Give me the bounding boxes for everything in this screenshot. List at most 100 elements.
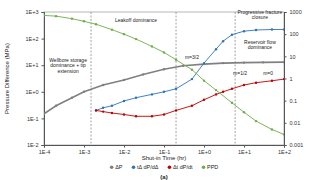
- series-point: [111, 105, 113, 107]
- tick: 1E+0: [198, 145, 211, 155]
- series-point: [111, 112, 113, 114]
- tick-mark: [42, 118, 45, 119]
- legend-marker: [168, 165, 172, 169]
- series-point: [135, 97, 137, 99]
- chart: 1E-4 1E-3 1E-2 1E-1 1E+0 1E+1 1E+2 1E-2 1E-1 1E+0…: [0, 0, 320, 180]
- series-point: [102, 84, 104, 86]
- series-point: [243, 30, 245, 32]
- series-point: [151, 93, 153, 95]
- series-point: [231, 88, 233, 90]
- series-point: [222, 62, 224, 64]
- tick-label: 0.01: [290, 120, 301, 126]
- tick-mark: [284, 101, 287, 102]
- series-point: [262, 61, 264, 63]
- tick-mark: [284, 123, 287, 124]
- series-line: [96, 29, 284, 110]
- tick: 1E+1: [26, 62, 45, 68]
- tick-label: 1E-3: [79, 149, 91, 155]
- tick-label: 1E+2: [278, 149, 291, 155]
- series-point: [95, 23, 97, 25]
- series-point: [123, 100, 125, 102]
- tick-mark: [284, 56, 287, 57]
- tick-label: 1E+0: [26, 89, 39, 95]
- tick: 1E+1: [238, 145, 251, 155]
- tick-label: 1E+0: [198, 149, 211, 155]
- series-point: [271, 28, 273, 30]
- tick-label: 1: [290, 76, 293, 82]
- tick: 1E-1: [159, 145, 171, 155]
- legend-item: tΔ dP/dΔ: [132, 164, 159, 170]
- series-point: [123, 33, 125, 35]
- axis-line: [45, 146, 285, 148]
- series-point: [95, 109, 97, 111]
- region-boundary: [91, 12, 92, 145]
- annotation: m=3/2: [185, 54, 199, 60]
- series-point: [271, 80, 273, 82]
- series-point: [55, 105, 57, 107]
- tick: 0.01: [284, 120, 300, 126]
- series-point: [231, 34, 233, 36]
- tick: 1E+3: [26, 9, 45, 15]
- tick: 1E+2: [26, 36, 45, 42]
- series-point: [163, 51, 165, 53]
- tick-mark: [204, 145, 205, 148]
- tick: 1E-4: [39, 145, 51, 155]
- legend-label: PPD: [207, 164, 218, 170]
- series-point: [283, 28, 284, 30]
- series-point: [44, 113, 45, 115]
- legend-marker: [132, 165, 136, 169]
- tick: 1E+0: [26, 89, 45, 95]
- series-point: [231, 102, 233, 104]
- data-area: [44, 12, 284, 145]
- tick: 0.001: [284, 142, 303, 148]
- series-point: [71, 17, 73, 19]
- tick-mark: [42, 12, 45, 13]
- series-point: [283, 78, 284, 80]
- legend-label: tΔ dP/dΔ: [137, 164, 159, 170]
- legend-marker: [202, 165, 206, 169]
- series-point: [215, 48, 217, 50]
- tick-label: 1E-2: [27, 142, 39, 148]
- tick-label: 100: [290, 31, 299, 37]
- tick-mark: [284, 12, 287, 13]
- series-point: [283, 61, 284, 63]
- legend-marker: [110, 165, 114, 169]
- annotation: m=1/2: [233, 70, 247, 76]
- series-point: [215, 93, 217, 95]
- legend-label: ΔP: [115, 164, 123, 170]
- tick-mark: [42, 145, 45, 146]
- series-point: [111, 28, 113, 30]
- tick-label: 1E-2: [119, 149, 131, 155]
- region-boundary: [235, 12, 236, 145]
- series-point: [271, 128, 273, 130]
- tick-mark: [284, 34, 287, 35]
- tick: 10: [284, 54, 296, 60]
- series-point: [83, 91, 85, 93]
- axis-line: [42, 13, 45, 146]
- series-point: [44, 14, 45, 16]
- plot: 1E-4 1E-3 1E-2 1E-1 1E+0 1E+1 1E+2 1E-2 1E-1 1E+0…: [26, 9, 304, 156]
- tick-label: 1E-1: [27, 116, 39, 122]
- series-line: [96, 79, 284, 116]
- tick-label: 0.1: [290, 98, 298, 104]
- series-point: [191, 105, 193, 107]
- tick: 1E-2: [27, 142, 44, 148]
- series-point: [163, 91, 165, 93]
- series-point: [102, 107, 104, 109]
- series-point: [255, 81, 257, 83]
- series-point: [142, 73, 144, 75]
- annotation: Reservoir flowdominance: [244, 39, 276, 51]
- series-point: [255, 120, 257, 122]
- series-point: [135, 38, 137, 40]
- y2-axis: 0.001 0.01 0.1 1 10 100 1000: [284, 9, 303, 148]
- annotation: m=0: [263, 70, 273, 76]
- series-point: [163, 113, 165, 115]
- series-point: [175, 59, 177, 61]
- tick: 1: [284, 76, 293, 82]
- legend-item: ΔP: [110, 164, 123, 170]
- tick-mark: [42, 92, 45, 93]
- y-axis: 1E-2 1E-1 1E+0 1E+1 1E+2 1E+3: [26, 9, 45, 148]
- tick: 1000: [284, 9, 302, 15]
- series-point: [222, 40, 224, 42]
- series-point: [203, 99, 205, 101]
